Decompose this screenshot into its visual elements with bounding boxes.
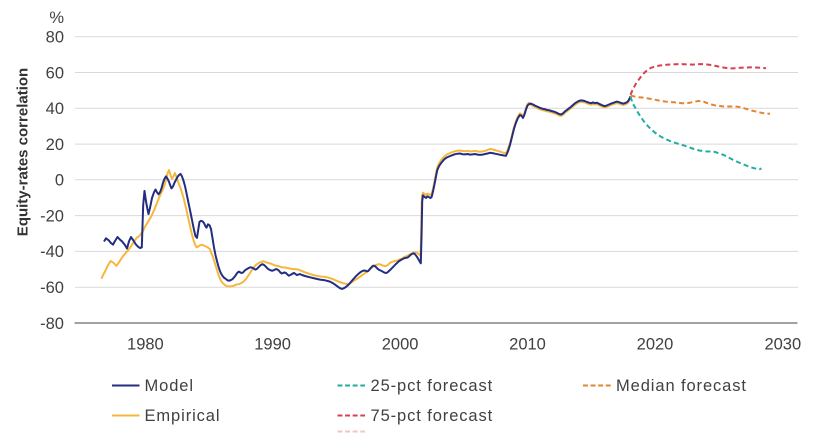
- svg-text:Equity-rates correlation: Equity-rates correlation: [15, 68, 32, 236]
- svg-text:Median forecast: Median forecast: [616, 377, 747, 395]
- svg-text:80: 80: [46, 29, 64, 47]
- svg-text:Empirical: Empirical: [145, 407, 221, 425]
- svg-text:-20: -20: [40, 207, 64, 225]
- svg-text:2010: 2010: [509, 335, 546, 353]
- svg-text:2000: 2000: [382, 335, 419, 353]
- svg-text:%: %: [49, 9, 64, 27]
- svg-text:75-pct forecast: 75-pct forecast: [371, 407, 494, 425]
- svg-text:-40: -40: [40, 243, 64, 261]
- svg-text:0: 0: [55, 172, 64, 190]
- svg-text:1980: 1980: [127, 335, 164, 353]
- svg-text:2030: 2030: [764, 335, 801, 353]
- svg-text:60: 60: [46, 64, 64, 82]
- svg-text:-80: -80: [40, 315, 64, 333]
- svg-text:2020: 2020: [637, 335, 674, 353]
- svg-text:25-pct forecast: 25-pct forecast: [371, 377, 494, 395]
- svg-text:1990: 1990: [254, 335, 291, 353]
- svg-text:40: 40: [46, 100, 64, 118]
- svg-text:20: 20: [46, 136, 64, 154]
- svg-text:Model: Model: [145, 377, 194, 395]
- svg-text:-60: -60: [40, 279, 64, 297]
